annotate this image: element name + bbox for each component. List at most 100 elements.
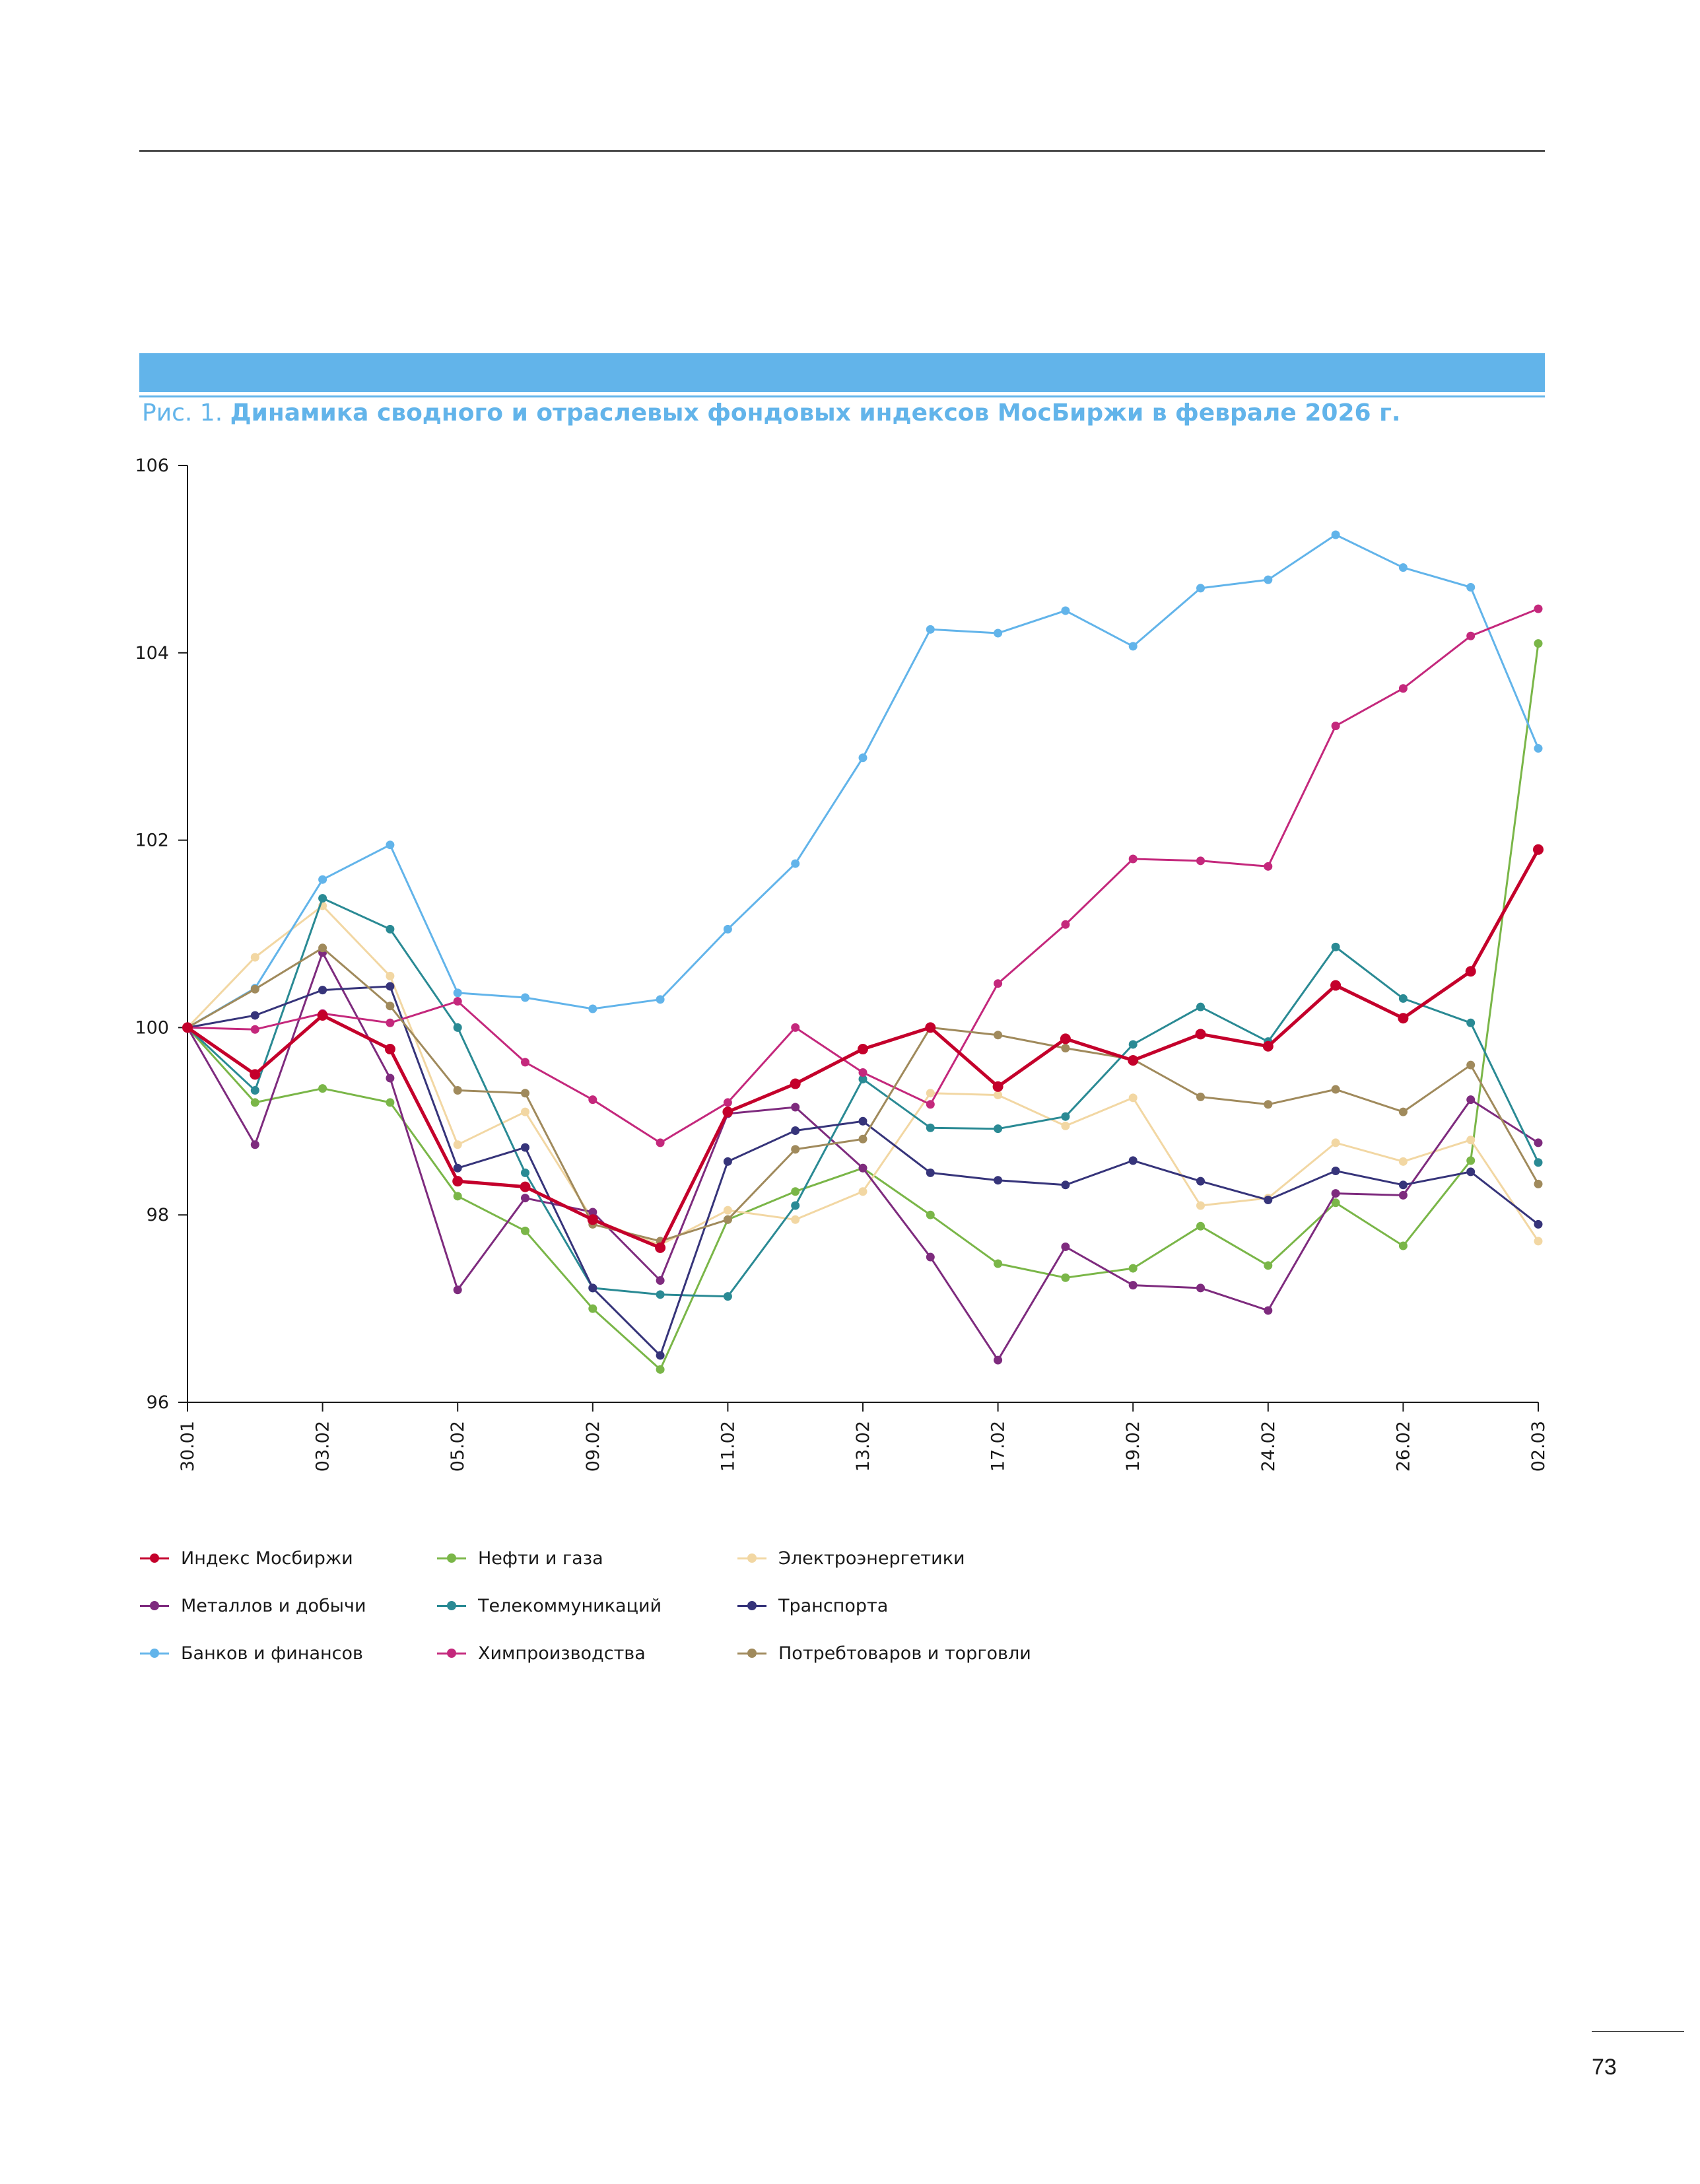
series-6-point — [926, 625, 935, 634]
series-7-point — [1331, 721, 1340, 730]
series-5-point — [521, 1143, 529, 1152]
series-0-point — [1128, 1055, 1139, 1066]
series-5-point — [926, 1168, 935, 1177]
legend-item: Телекоммуникаций — [437, 1592, 662, 1619]
legend-label: Транспорта — [778, 1595, 889, 1616]
series-7-point — [588, 1095, 597, 1105]
series-0-point — [317, 1009, 328, 1021]
series-4-point — [1061, 1112, 1070, 1121]
series-0-point — [992, 1081, 1003, 1092]
figure-prefix: Рис. 1. — [142, 399, 223, 427]
series-0-point — [250, 1069, 261, 1080]
series-5-point — [453, 1163, 462, 1173]
series-5-point — [1264, 1195, 1273, 1204]
series-line-3 — [186, 951, 1539, 1361]
series-4-point — [1398, 994, 1408, 1003]
series-7-point — [521, 1058, 529, 1067]
series-7-point — [656, 1138, 665, 1147]
series-8-point — [1061, 1044, 1070, 1053]
legend-label: Телекоммуникаций — [478, 1595, 662, 1616]
series-4-point — [318, 894, 327, 903]
series-0-point — [1060, 1033, 1071, 1044]
legend-swatch — [437, 1640, 466, 1666]
y-tick-label: 100 — [135, 1017, 169, 1038]
series-7-point — [1264, 862, 1273, 871]
series-3-point — [521, 1194, 529, 1203]
series-6-point — [858, 753, 867, 763]
series-5-point — [1534, 1219, 1543, 1229]
series-3-point — [1466, 1095, 1476, 1105]
series-6-point — [318, 875, 327, 884]
series-4-point — [1128, 1040, 1138, 1049]
series-8-point — [1331, 1085, 1340, 1094]
series-0-point — [655, 1242, 666, 1253]
series-7-point — [858, 1068, 867, 1077]
series-6-point — [1128, 642, 1138, 651]
series-2-point — [250, 953, 259, 962]
series-2-point — [1061, 1121, 1070, 1130]
y-tick-label: 104 — [135, 643, 169, 664]
series-4-point — [791, 1201, 800, 1210]
series-0-point — [384, 1044, 395, 1055]
series-0-point — [1398, 1013, 1409, 1024]
series-0-point — [858, 1044, 868, 1055]
series-2-point — [1398, 1157, 1408, 1166]
series-8-point — [1196, 1092, 1205, 1101]
series-4-point — [858, 1074, 867, 1083]
series-2-point — [791, 1215, 800, 1224]
series-8-point — [1466, 1060, 1476, 1070]
series-3-point — [1061, 1242, 1070, 1251]
legend-label: Металлов и добычи — [181, 1595, 366, 1616]
series-2-point — [1196, 1201, 1205, 1210]
legend-swatch — [140, 1545, 169, 1571]
series-2-point — [994, 1091, 1003, 1100]
series-8-point — [453, 1085, 462, 1095]
series-0-point — [1262, 1041, 1274, 1052]
series-7-point — [1534, 604, 1543, 613]
series-3-point — [1128, 1281, 1138, 1290]
series-1-point — [1331, 1198, 1340, 1208]
legend-item: Металлов и добычи — [140, 1592, 366, 1619]
series-8-point — [1534, 1179, 1543, 1188]
series-4-point — [250, 1085, 259, 1095]
series-0-point — [587, 1214, 598, 1225]
series-5-point — [1128, 1156, 1138, 1165]
legend-item: Химпроизводства — [437, 1640, 646, 1666]
series-0-point — [1195, 1029, 1206, 1040]
series-0-point — [1330, 980, 1342, 991]
x-tick-label: 24.02 — [1258, 1421, 1279, 1472]
y-tick-label: 96 — [147, 1392, 169, 1413]
legend-swatch — [437, 1592, 466, 1619]
series-3-point — [453, 1285, 462, 1295]
series-3-point — [250, 1140, 259, 1149]
series-8-point — [250, 984, 259, 994]
series-5-point — [656, 1351, 665, 1360]
series-3-point — [1331, 1189, 1340, 1198]
series-2-point — [521, 1107, 529, 1116]
series-2-point — [386, 971, 395, 980]
top-rule — [139, 150, 1545, 152]
series-5-point — [386, 982, 395, 991]
series-8-point — [1264, 1100, 1273, 1109]
series-4-point — [926, 1123, 935, 1132]
x-tick-label: 11.02 — [718, 1421, 738, 1472]
series-6-point — [1398, 563, 1408, 572]
series-4-point — [656, 1290, 665, 1299]
series-1-point — [994, 1259, 1003, 1268]
series-5-point — [994, 1176, 1003, 1185]
series-3-point — [1398, 1190, 1408, 1200]
x-tick-label: 17.02 — [988, 1421, 1009, 1472]
series-3-point — [994, 1355, 1003, 1365]
series-1-point — [926, 1210, 935, 1219]
series-6-point — [521, 993, 529, 1002]
series-1-point — [1264, 1261, 1273, 1270]
legend-item: Индекс Мосбиржи — [140, 1545, 353, 1571]
series-4-point — [1196, 1002, 1205, 1011]
series-8-point — [858, 1134, 867, 1143]
series-8-point — [791, 1145, 800, 1154]
x-tick-label: 13.02 — [853, 1421, 873, 1472]
x-tick-label: 09.02 — [583, 1421, 603, 1472]
legend-swatch — [140, 1592, 169, 1619]
series-6-point — [791, 859, 800, 868]
x-tick-label: 30.01 — [178, 1421, 198, 1472]
